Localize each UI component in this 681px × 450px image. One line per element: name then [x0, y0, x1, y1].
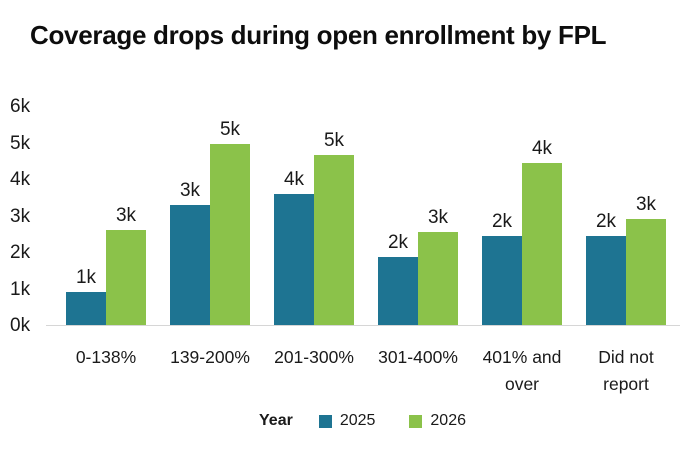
- category-label: 0-138%: [75, 347, 137, 367]
- bar-2026: 3k: [626, 194, 666, 325]
- bar-value-label: 4k: [531, 137, 553, 159]
- bar-2026: 3k: [418, 207, 458, 325]
- y-tick-label: 6k: [10, 96, 31, 117]
- category-label: 201-300%: [274, 347, 354, 367]
- legend-item-label: 2026: [430, 412, 466, 429]
- bar-2026: 4k: [522, 138, 562, 325]
- category-label: 401% and over: [482, 347, 562, 395]
- y-tick-label: 5k: [10, 132, 31, 154]
- legend-item-label: 2025: [339, 412, 376, 429]
- bar-group: 2k 3k: [366, 90, 470, 325]
- bar-2026: 5k: [314, 130, 354, 325]
- bar-2025: 4k: [274, 169, 314, 325]
- y-tick-label: 4k: [10, 169, 31, 190]
- bar-group: 4k 5k: [262, 90, 366, 325]
- bar-value-label: 5k: [323, 130, 345, 152]
- bar-groups: 1k 3k 3k 5k 4k 5k 2k 3k 2k 4k 2k 3k: [54, 90, 678, 325]
- bar-value-label: 2k: [387, 232, 409, 254]
- bar-group: 1k 3k: [54, 90, 158, 325]
- y-tick-label: 3k: [10, 205, 31, 227]
- bar-value-label: 3k: [179, 179, 201, 201]
- legend-title: Year: [259, 412, 293, 429]
- legend-item-2025: 2025: [318, 412, 376, 430]
- legend: Year 2025 2026: [22, 412, 681, 430]
- category-label: 139-200%: [170, 347, 250, 367]
- bar-value-label: 1k: [75, 267, 97, 289]
- bar-group: 2k 3k: [574, 90, 678, 325]
- bar-group: 3k 5k: [158, 90, 262, 325]
- legend-swatch-icon: [409, 414, 423, 428]
- x-axis-labels: 0-138% 139-200% 201-300% 301-400% 401% and o…: [54, 344, 678, 398]
- bar-2026: 5k: [210, 119, 250, 325]
- bar-group: 2k 4k: [470, 90, 574, 325]
- bar-value-label: 5k: [219, 119, 241, 141]
- y-tick-label: 1k: [10, 278, 31, 300]
- category-label: 301-400%: [378, 347, 458, 367]
- bar-value-label: 4k: [283, 168, 305, 190]
- legend-items: 2025 2026: [318, 412, 466, 430]
- category-label: Did not report: [598, 347, 654, 395]
- bar-value-label: 2k: [491, 210, 513, 232]
- plot-area: 1k 3k 3k 5k 4k 5k 2k 3k 2k 4k 2k 3k: [46, 90, 680, 326]
- bar-value-label: 3k: [635, 194, 657, 216]
- bar-2025: 1k: [66, 267, 106, 325]
- bar-2026: 3k: [106, 205, 146, 325]
- bar-2025: 2k: [378, 232, 418, 325]
- legend-swatch-icon: [318, 414, 332, 428]
- bar-value-label: 2k: [595, 210, 617, 232]
- bar-value-label: 3k: [427, 206, 449, 228]
- bar-2025: 2k: [482, 211, 522, 325]
- chart-title: Coverage drops during open enrollment by…: [30, 20, 607, 50]
- y-tick-label: 2k: [10, 242, 31, 263]
- y-tick-label: 0k: [10, 315, 31, 336]
- bar-2025: 3k: [170, 180, 210, 325]
- bar-2025: 2k: [586, 211, 626, 325]
- x-axis-line: [46, 325, 680, 326]
- legend-item-2026: 2026: [409, 412, 466, 430]
- bar-value-label: 3k: [115, 205, 137, 227]
- y-axis: 0k 1k 2k 3k 4k 5k 6k: [10, 90, 52, 336]
